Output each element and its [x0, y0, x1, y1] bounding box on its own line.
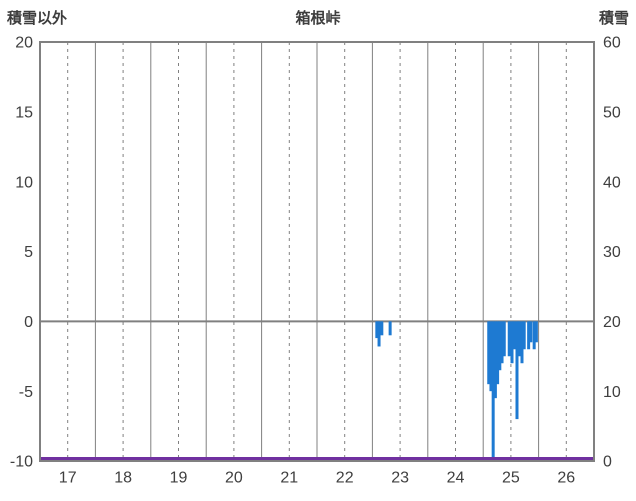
- x-axis-tick-label: 17: [59, 470, 77, 487]
- left-axis-tick-label: 5: [24, 244, 33, 261]
- precipitation-bar: [517, 321, 521, 357]
- right-axis-title: 積雪: [598, 10, 629, 27]
- precipitation-bar: [496, 321, 500, 385]
- precipitation-bar: [512, 321, 516, 350]
- precipitation-bar: [510, 321, 514, 364]
- precipitation-bar: [534, 321, 538, 343]
- x-axis-tick-label: 22: [336, 470, 354, 487]
- precipitation-bar: [532, 321, 536, 350]
- x-axis-tick-label: 18: [114, 470, 132, 487]
- precipitation-bar: [493, 321, 497, 399]
- right-axis-tick-label: 50: [603, 104, 621, 121]
- precipitation-bar: [522, 321, 526, 350]
- x-axis-tick-label: 19: [170, 470, 188, 487]
- left-axis-title: 積雪以外: [7, 10, 68, 27]
- precipitation-bar: [487, 321, 491, 385]
- left-axis-tick-label: 15: [15, 104, 33, 121]
- precipitation-bar: [507, 321, 511, 357]
- right-axis-tick-label: 60: [603, 35, 621, 52]
- precipitation-bar: [388, 321, 392, 336]
- plot-border: [39, 41, 595, 462]
- left-axis-tick-label: 0: [24, 314, 33, 331]
- precipitation-bar: [491, 321, 495, 461]
- x-axis-tick-label: 21: [280, 470, 298, 487]
- right-axis-tick-label: 30: [603, 244, 621, 261]
- right-axis-tick-label: 0: [603, 454, 612, 471]
- left-axis-tick-label: -5: [19, 384, 33, 401]
- left-axis-tick-label: -10: [10, 454, 33, 471]
- precipitation-bar: [502, 321, 506, 357]
- x-axis-tick-label: 24: [447, 470, 465, 487]
- left-axis-tick-label: 10: [15, 174, 33, 191]
- x-axis-tick-label: 20: [225, 470, 243, 487]
- precipitation-bar: [380, 321, 384, 336]
- right-axis-tick-label: 10: [603, 384, 621, 401]
- right-axis-tick-label: 40: [603, 174, 621, 191]
- x-axis-tick-label: 23: [391, 470, 409, 487]
- right-axis-tick-label: 20: [603, 314, 621, 331]
- precipitation-bar: [529, 321, 533, 343]
- precipitation-bar: [500, 321, 504, 364]
- precipitation-bar: [375, 321, 379, 339]
- chart-title: 箱根峠: [295, 10, 341, 27]
- precipitation-bar: [489, 321, 493, 392]
- precipitation-bar: [377, 321, 381, 347]
- precipitation-bar: [527, 321, 531, 350]
- left-axis-tick-label: 20: [15, 35, 33, 52]
- precipitation-bar: [520, 321, 524, 364]
- precipitation-bar: [498, 321, 502, 371]
- precipitation-bar: [515, 321, 519, 420]
- x-axis-tick-label: 25: [502, 470, 520, 487]
- x-axis-tick-label: 26: [557, 470, 575, 487]
